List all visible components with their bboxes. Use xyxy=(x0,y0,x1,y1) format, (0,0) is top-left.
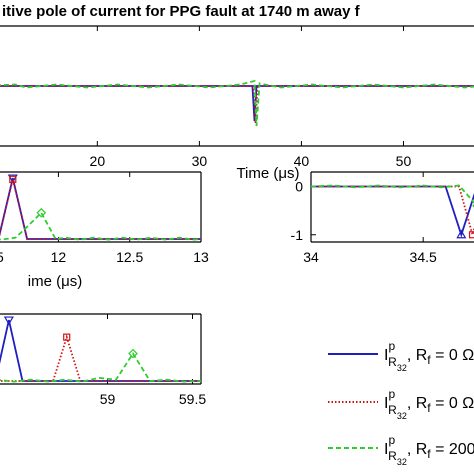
legend-label: Ip R32, Rf = 200 xyxy=(384,433,474,467)
axes-mid-right: 34 34.5 0 -1 xyxy=(291,171,474,265)
series-line-dotted xyxy=(0,179,201,240)
series-line-dotted xyxy=(0,85,474,124)
series-marker-dotted xyxy=(63,333,71,341)
x-tick-label: 12 xyxy=(51,249,67,265)
x-tick-label: 30 xyxy=(192,153,208,169)
series-line-solid xyxy=(311,185,474,238)
x-tick-label: 13 xyxy=(193,249,209,265)
series-line-dashed xyxy=(0,351,201,383)
legend: Ip R32, Rf = 0 Ω Ip R32, Rf = 0 Ω, Ip R32, Rf… xyxy=(328,339,474,467)
x-tick-label: 59.5 xyxy=(179,391,206,407)
series-line-dashed xyxy=(0,79,474,127)
x-tick-label: 34 xyxy=(303,249,319,265)
x-tick-label: 12.5 xyxy=(116,249,143,265)
series-marker-dashed xyxy=(36,207,47,218)
series-marker-solid xyxy=(3,316,14,326)
series-line-dotted xyxy=(0,334,201,382)
chart-title: itive pole of current for PPG fault at 1… xyxy=(2,3,361,20)
axes-frame xyxy=(310,171,474,243)
x-tick-label: 40 xyxy=(294,153,310,169)
series-line-solid xyxy=(0,319,201,382)
series-line-solid xyxy=(0,85,474,122)
series-marker-dotted xyxy=(468,231,474,239)
axes-mid-left: .5 12 12.5 13 ime (μs) xyxy=(0,171,209,290)
axes-frame xyxy=(0,313,202,385)
series-marker-solid xyxy=(456,229,467,239)
axes-frame xyxy=(0,171,202,243)
series-line-dotted xyxy=(311,185,474,239)
series-marker-dashed xyxy=(128,348,138,359)
axes-frame xyxy=(0,25,474,147)
y-tick-label: -1 xyxy=(291,227,304,243)
series-line-solid xyxy=(0,177,201,240)
legend-label: Ip R32, Rf = 0 Ω xyxy=(384,339,474,373)
x-tick-label: 59 xyxy=(100,391,116,407)
legend-label: Ip R32, Rf = 0 Ω, xyxy=(384,387,474,421)
axes-top: 20 30 40 50 Time (μs) xyxy=(0,25,474,182)
series-line-dashed xyxy=(0,211,201,241)
series-marker-solid xyxy=(7,174,18,184)
x-axis-label: Time (μs) xyxy=(236,165,299,182)
x-axis-label: ime (μs) xyxy=(28,273,82,290)
x-tick-label: 50 xyxy=(396,153,412,169)
x-tick-label: 34.5 xyxy=(410,249,437,265)
series-line-dashed xyxy=(311,184,474,204)
y-tick-label: 0 xyxy=(295,178,303,194)
axes-bottom-left: 59 59.5 xyxy=(0,313,206,407)
series-marker-dotted xyxy=(9,175,17,183)
x-tick-label: 20 xyxy=(90,153,106,169)
x-tick-label: .5 xyxy=(0,249,4,265)
